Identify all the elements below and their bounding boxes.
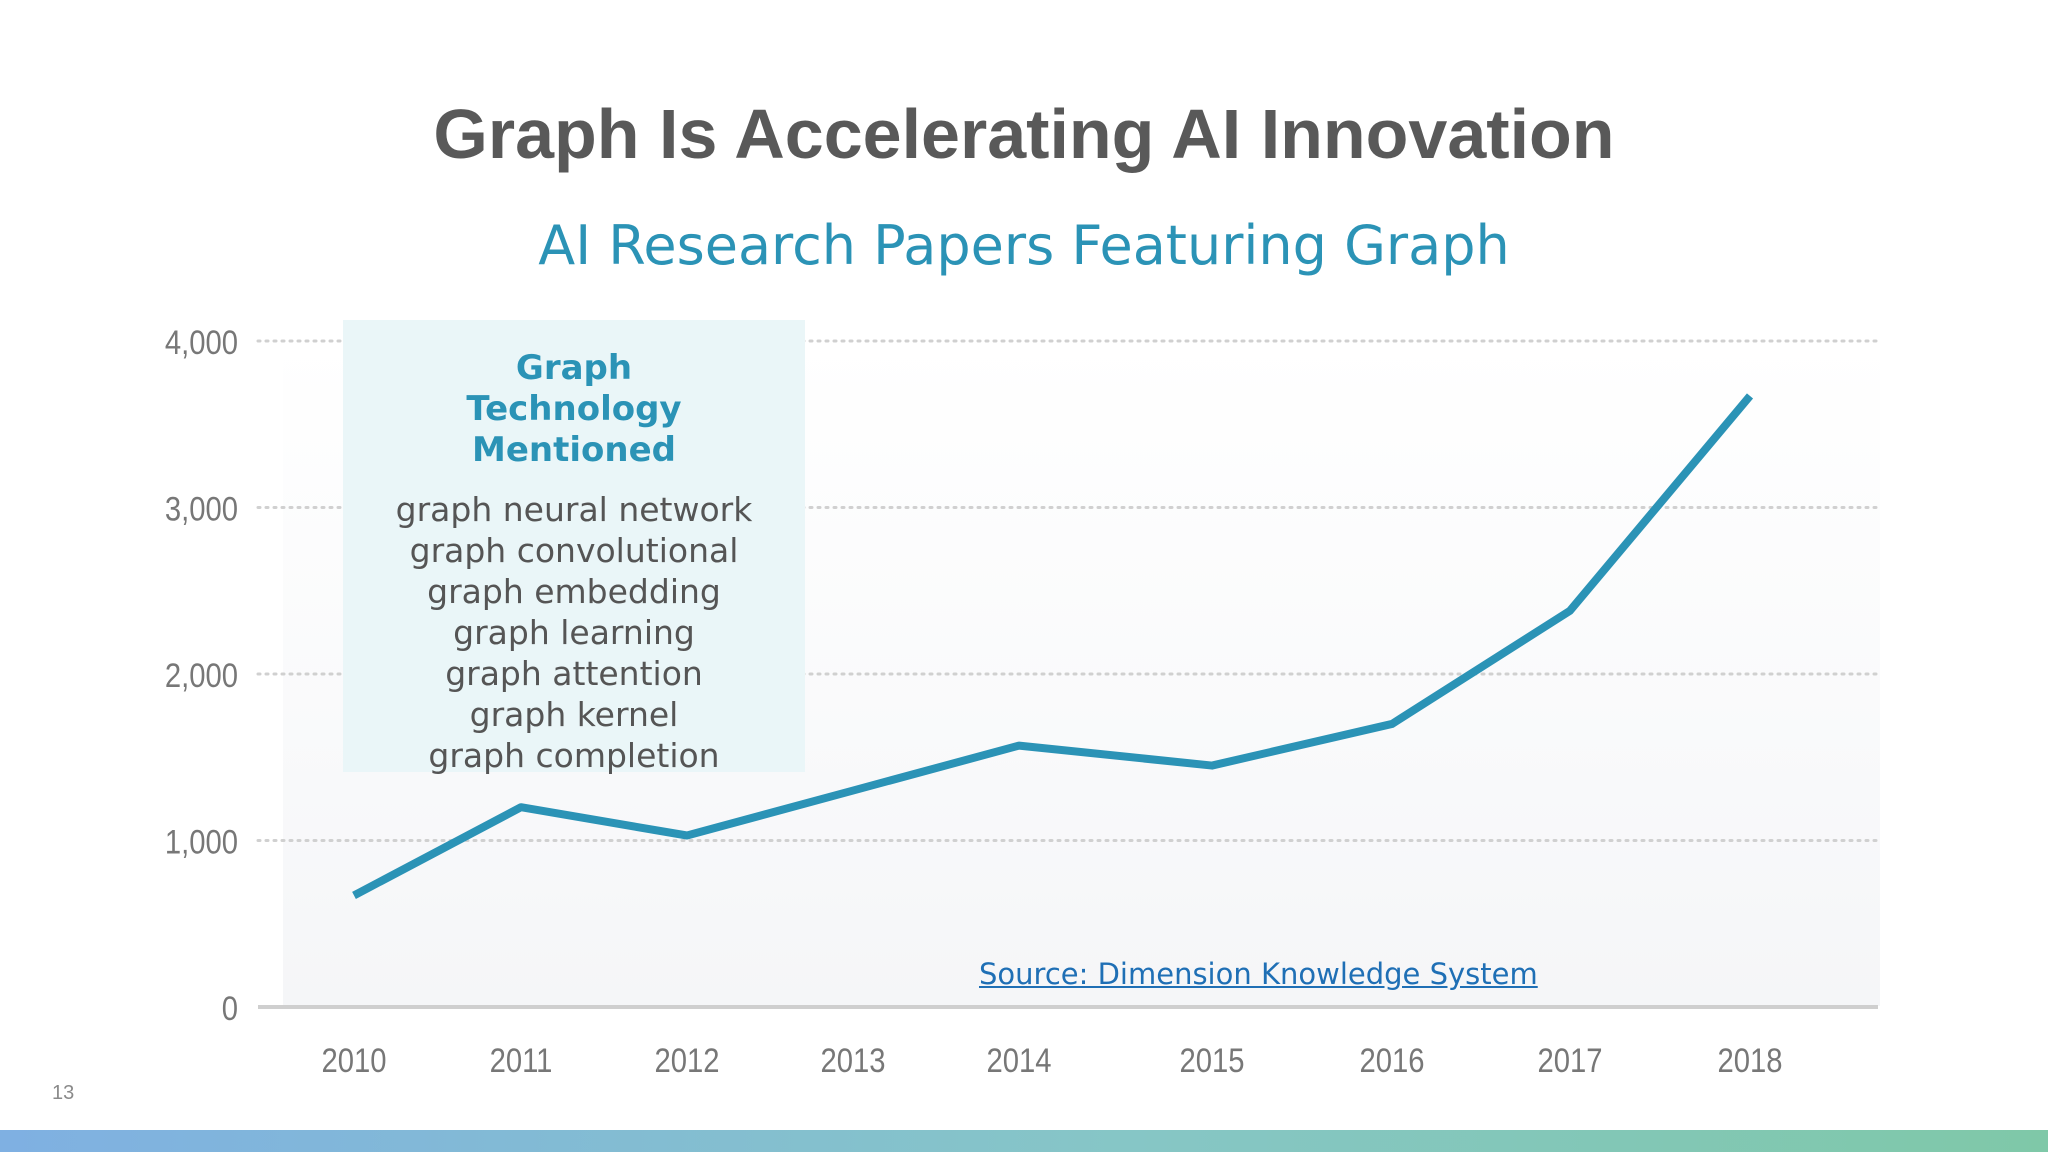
legend-item: graph learning [453, 613, 695, 652]
legend-item: graph kernel [469, 695, 679, 734]
y-tick-label: 2,000 [165, 656, 238, 695]
y-tick-label: 0 [222, 989, 238, 1028]
footer-gradient-bar [0, 1130, 2048, 1152]
series-line [352, 393, 1754, 899]
page-number: 13 [52, 1082, 75, 1104]
x-tick-label: 2016 [1359, 1041, 1424, 1080]
legend-heading: Graph Technology Mentioned [466, 348, 682, 470]
y-tick-label: 1,000 [165, 822, 238, 861]
x-tick-label: 2011 [490, 1041, 553, 1080]
legend-list: graph neural network graph convolutional… [343, 489, 805, 776]
legend-item: graph neural network [395, 490, 753, 529]
x-tick-label: 2018 [1717, 1041, 1782, 1080]
y-tick-label: 3,000 [165, 489, 238, 528]
legend-item: graph attention [445, 654, 703, 693]
x-tick-label: 2015 [1179, 1041, 1244, 1080]
x-tick-label: 2017 [1537, 1041, 1602, 1080]
legend-item: graph embedding [427, 572, 721, 611]
source-link[interactable]: Source: Dimension Knowledge System [979, 957, 1538, 991]
legend-item: graph completion [428, 736, 720, 775]
legend-item: graph convolutional [409, 531, 739, 570]
slide-title: Graph Is Accelerating AI Innovation [433, 95, 1615, 173]
y-tick-label: 4,000 [165, 323, 238, 362]
x-tick-label: 2013 [820, 1041, 885, 1080]
x-tick-label: 2010 [321, 1041, 386, 1080]
x-tick-label: 2014 [986, 1041, 1051, 1080]
legend-box: Graph Technology Mentioned graph neural … [343, 320, 805, 775]
chart-title: AI Research Papers Featuring Graph [538, 214, 1510, 277]
x-tick-label: 2012 [654, 1041, 719, 1080]
